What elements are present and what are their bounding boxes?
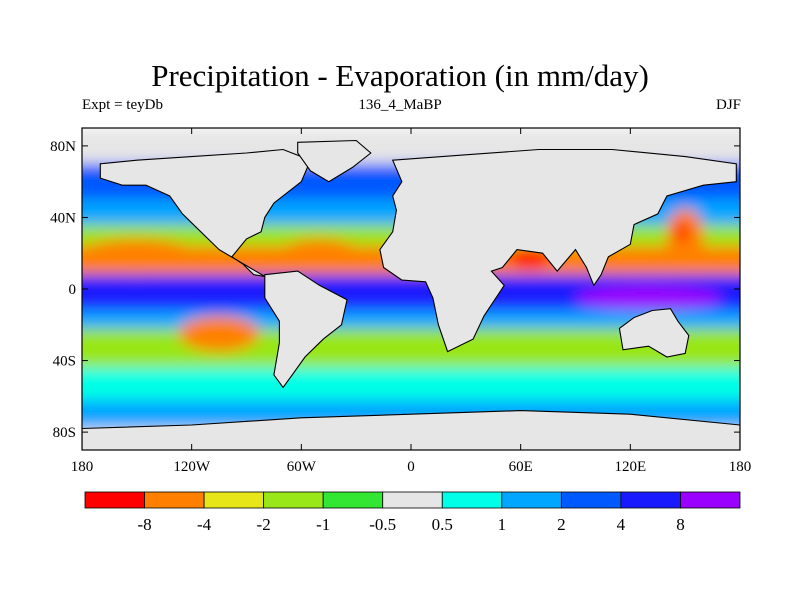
landmass-south-america <box>264 270 348 389</box>
field-blob-north-atlantic-orange <box>279 238 360 268</box>
colorbar-label: -4 <box>197 515 212 534</box>
experiment-label: Expt = teyDb <box>82 97 163 113</box>
field-blob-north-pacific-east-red <box>674 222 689 241</box>
lon-tick-label: 180 <box>71 459 94 475</box>
field-blob-south-pacific-orange <box>178 315 260 352</box>
colorbar-label: 1 <box>498 515 507 534</box>
colorbar-label: 2 <box>557 515 566 534</box>
lat-tick-label: 80N <box>50 139 76 155</box>
colorbar-label: 4 <box>617 515 626 534</box>
time-period-label: 136_4_MaBP <box>358 97 442 113</box>
field-band-southern-cyan <box>82 367 740 400</box>
landmass-north-america <box>99 148 312 278</box>
field-blob-north-pacific-orange <box>82 238 201 275</box>
axes-layer: 180 120W 60W 0 60E 120E 180 80N 40N 0 40S 80S <box>50 128 751 475</box>
plot-title: Precipitation - Evaporation (in mm/day) <box>151 58 649 93</box>
lat-tick-label: 40S <box>53 354 76 370</box>
colorbar-swatch <box>144 491 205 509</box>
colorbar-swatch <box>203 491 265 509</box>
season-label: DJF <box>715 97 741 113</box>
lon-tick-label: 120E <box>614 459 646 475</box>
colorbar-swatch <box>441 491 503 509</box>
lat-tick-label: 0 <box>69 282 77 298</box>
landmass-eurasia-africa <box>379 148 737 353</box>
colorbar-label: 0.5 <box>432 515 453 534</box>
colorbar-label: 8 <box>676 515 685 534</box>
colorbar-swatch <box>84 491 145 509</box>
field-blob-west-pacific-purple <box>575 285 722 311</box>
lat-tick-label: 80S <box>53 425 76 441</box>
colorbar-label: -2 <box>257 515 271 534</box>
land-layer <box>82 139 740 450</box>
colorbar-label: -8 <box>137 515 151 534</box>
lon-tick-label: 180 <box>729 459 752 475</box>
colorbar-label: -1 <box>316 515 330 534</box>
colorbar-label: -0.5 <box>369 515 396 534</box>
colorbar-swatch <box>263 491 324 509</box>
lon-tick-label: 120W <box>173 459 211 475</box>
landmass-antarctica <box>82 410 740 450</box>
colorbar-swatch <box>382 491 443 509</box>
landmass-greenland <box>297 139 372 183</box>
colorbar-swatch <box>322 491 384 509</box>
colorbar-swatch <box>620 491 681 509</box>
colorbar-swatch <box>560 491 622 509</box>
landmass-australia <box>618 308 690 358</box>
colorbar-swatch <box>501 491 562 509</box>
lon-tick-label: 60W <box>287 459 317 475</box>
lon-tick-label: 0 <box>407 459 415 475</box>
colorbar: -8 -4 -2 -1 -0.5 0.5 1 2 4 8 <box>84 491 741 534</box>
lat-tick-label: 40N <box>50 210 76 226</box>
lon-tick-label: 60E <box>509 459 533 475</box>
colorbar-swatch <box>680 491 741 509</box>
